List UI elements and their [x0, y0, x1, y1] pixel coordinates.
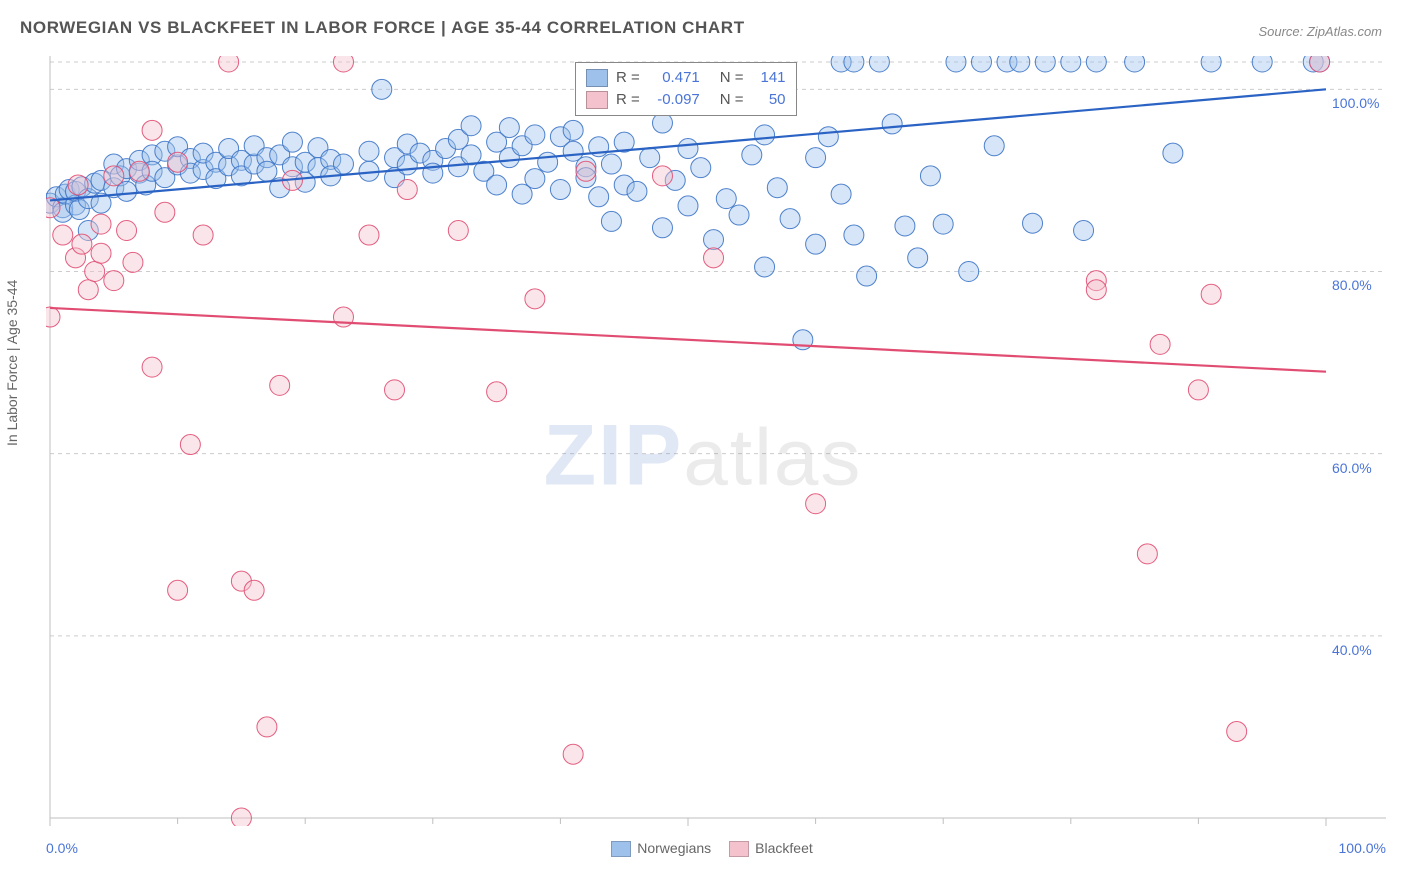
- legend-r-value: -0.097: [648, 89, 700, 111]
- legend-n-value: 50: [752, 89, 786, 111]
- y-tick-label: 100.0%: [1332, 95, 1379, 111]
- series-legend: Norwegians Blackfeet: [0, 840, 1406, 857]
- series-swatch: [729, 841, 749, 857]
- legend-r-value: 0.471: [648, 67, 700, 89]
- legend-swatch: [586, 69, 608, 87]
- y-axis-label: In Labor Force | Age 35-44: [4, 280, 20, 446]
- legend-r-label: R =: [616, 67, 640, 89]
- y-tick-label: 60.0%: [1332, 460, 1372, 476]
- legend-swatch: [586, 91, 608, 109]
- series-swatch: [611, 841, 631, 857]
- chart-area: [46, 56, 1386, 826]
- scatter-chart: [46, 56, 1386, 826]
- legend-row: R = 0.471 N = 141: [586, 67, 786, 89]
- legend-r-label: R =: [616, 89, 640, 111]
- source-label: Source: ZipAtlas.com: [1258, 24, 1382, 39]
- y-tick-label: 80.0%: [1332, 277, 1372, 293]
- correlation-legend: R = 0.471 N = 141 R = -0.097 N = 50: [575, 62, 797, 116]
- legend-n-label: N =: [720, 89, 744, 111]
- y-tick-label: 40.0%: [1332, 642, 1372, 658]
- series-label: Norwegians: [637, 840, 711, 856]
- legend-n-value: 141: [752, 67, 786, 89]
- series-label: Blackfeet: [755, 840, 813, 856]
- chart-title: NORWEGIAN VS BLACKFEET IN LABOR FORCE | …: [20, 18, 745, 38]
- legend-row: R = -0.097 N = 50: [586, 89, 786, 111]
- legend-n-label: N =: [720, 67, 744, 89]
